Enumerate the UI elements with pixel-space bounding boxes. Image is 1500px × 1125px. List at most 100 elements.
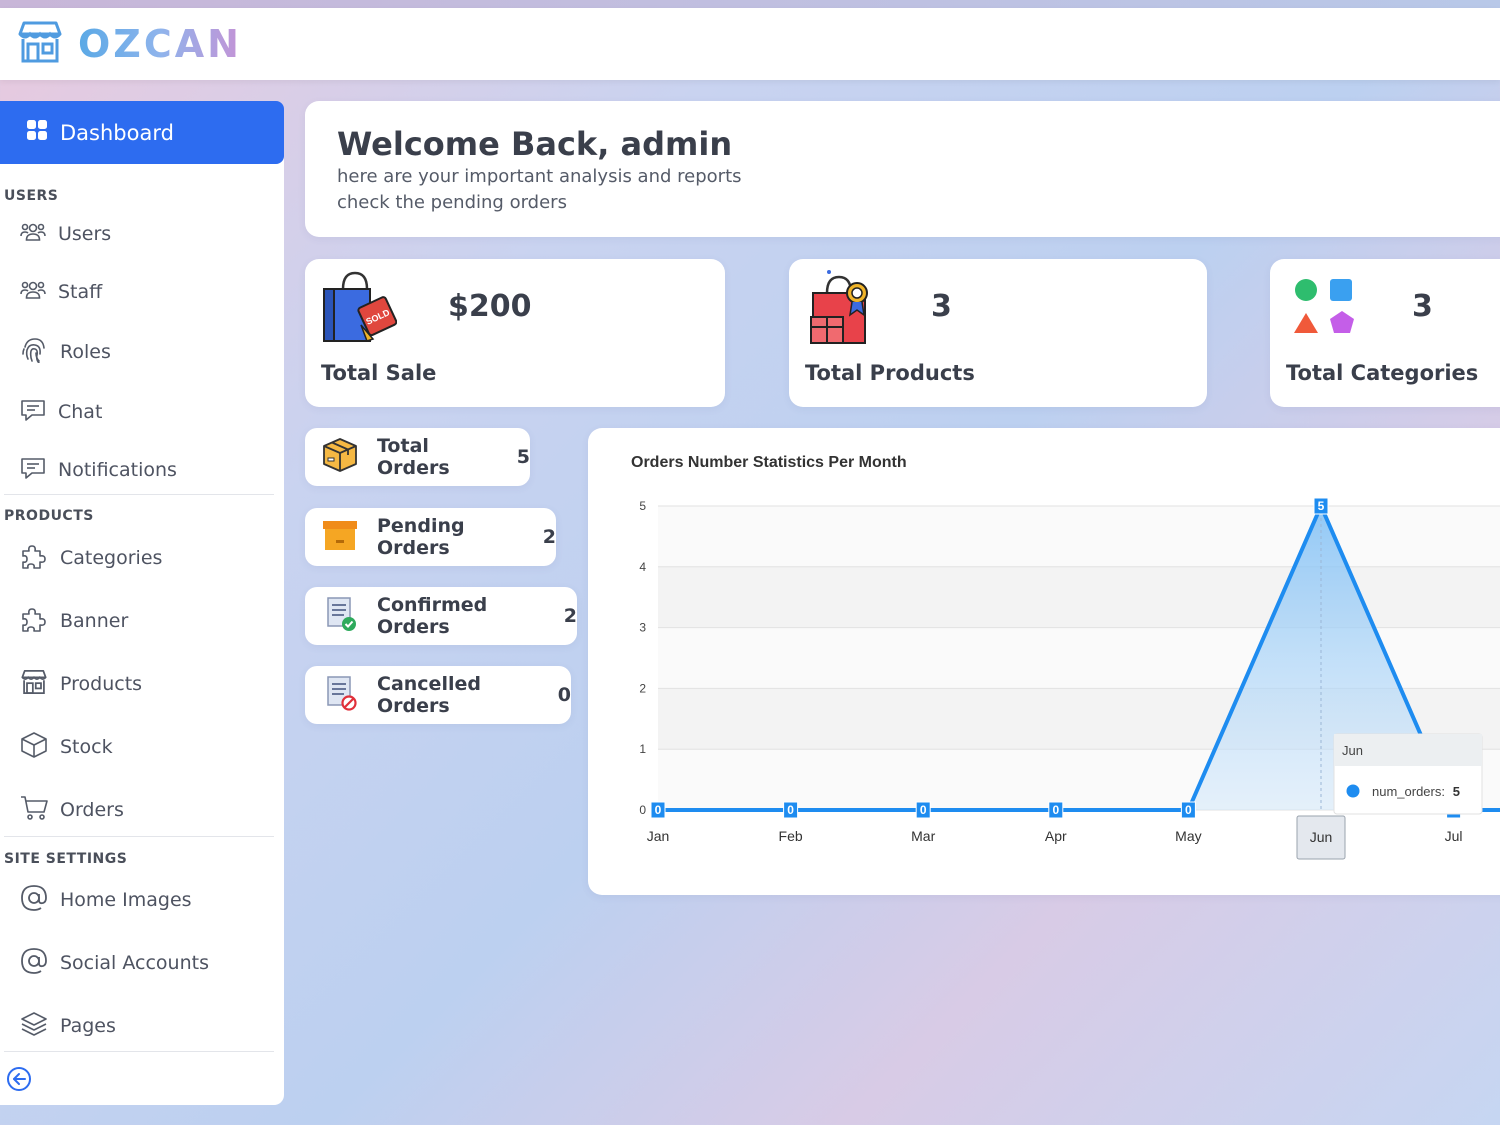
- top-header: OZCAN: [0, 8, 1500, 80]
- sidebar-item-staff[interactable]: Staff: [20, 277, 102, 307]
- x-tick-label: Jan: [647, 828, 670, 844]
- divider: [4, 1051, 274, 1052]
- data-label-box: [1313, 497, 1329, 515]
- section-title-products: PRODUCTS: [4, 508, 94, 524]
- list-check-icon: [321, 595, 359, 638]
- stat-card-total-categories[interactable]: 3 Total Categories: [1270, 259, 1500, 407]
- sidebar-item-stock[interactable]: Stock: [20, 731, 113, 764]
- section-title-site-settings: SITE SETTINGS: [4, 851, 128, 867]
- sidebar-item-home-images[interactable]: Home Images: [20, 884, 192, 915]
- gift-bag-icon: [807, 269, 877, 349]
- sidebar-item-categories[interactable]: Categories: [20, 543, 162, 573]
- order-label: Pending Orders: [377, 515, 465, 559]
- store-icon: [16, 20, 64, 68]
- x-tick-label: Jul: [1445, 828, 1463, 844]
- sidebar-item-label: Home Images: [60, 889, 192, 911]
- sidebar-item-users[interactable]: Users: [20, 219, 111, 249]
- divider: [4, 494, 274, 495]
- sidebar-item-notifications[interactable]: Notifications: [20, 455, 177, 485]
- sidebar-item-label: Roles: [60, 341, 111, 363]
- collapse-sidebar-button[interactable]: [6, 1066, 32, 1096]
- sidebar-item-label: Staff: [58, 281, 103, 303]
- order-pill-confirmed[interactable]: Confirmed Orders 2: [305, 587, 577, 645]
- order-label: Confirmed Orders: [377, 594, 488, 638]
- tooltip-marker: [1346, 784, 1360, 798]
- y-tick-label: 5: [639, 499, 646, 513]
- sidebar-item-label: Products: [60, 673, 143, 695]
- users-icon: [20, 221, 46, 248]
- y-tick-label: 1: [639, 742, 646, 756]
- sidebar-item-orders[interactable]: Orders: [20, 795, 124, 825]
- data-label-box: [1180, 801, 1196, 819]
- order-count: 2: [563, 605, 577, 627]
- x-tick-label: May: [1175, 828, 1201, 844]
- users-icon: [20, 279, 46, 306]
- brand-name: OZCAN: [78, 22, 242, 66]
- sidebar-item-roles[interactable]: Roles: [20, 337, 111, 367]
- y-tick-label: 4: [639, 560, 646, 574]
- data-label: 0: [1052, 803, 1059, 817]
- chat-icon: [20, 398, 46, 427]
- order-pill-pending[interactable]: Pending Orders 2: [305, 508, 556, 566]
- layers-icon: [20, 1010, 48, 1043]
- stat-value: $200: [448, 289, 532, 324]
- data-label-box: [915, 801, 931, 819]
- chart-title: Orders Number Statistics Per Month: [631, 454, 907, 471]
- sidebar-item-products[interactable]: Products: [20, 669, 142, 699]
- stat-label: Total Categories: [1286, 361, 1479, 385]
- sidebar-item-chat[interactable]: Chat: [20, 397, 102, 427]
- order-pill-total[interactable]: Total Orders 5: [305, 428, 530, 486]
- tooltip-value: 5: [1453, 784, 1460, 799]
- list-cancel-icon: [321, 674, 359, 717]
- box-icon: [20, 731, 48, 764]
- order-count: 0: [557, 684, 571, 706]
- sidebar-item-pages[interactable]: Pages: [20, 1011, 116, 1041]
- sidebar-item-social-accounts[interactable]: Social Accounts: [20, 947, 209, 978]
- data-label: 0: [787, 803, 794, 817]
- data-label: 5: [1318, 499, 1325, 513]
- sidebar-item-label: Pages: [60, 1015, 116, 1037]
- order-label: Total Orders: [377, 435, 450, 479]
- cart-icon: [20, 795, 48, 826]
- x-tick-label: Feb: [779, 828, 803, 844]
- welcome-title: Welcome Back, admin: [337, 125, 733, 163]
- box-pending-icon: [321, 516, 359, 559]
- puzzle-icon: [20, 605, 48, 638]
- y-tick-label: 0: [639, 803, 646, 817]
- grid-icon: [26, 119, 48, 146]
- puzzle-icon: [20, 542, 48, 575]
- sidebar-item-label: Banner: [60, 610, 129, 632]
- orders-chart: 0123450Jan0Feb0Mar0Apr0May5Jun0JulJunnum…: [639, 497, 1500, 860]
- tooltip-header: [1334, 734, 1482, 766]
- section-title-users: USERS: [4, 188, 59, 204]
- top-strip: [0, 0, 1500, 8]
- shapes-icon: [1292, 277, 1358, 341]
- y-tick-label: 3: [639, 621, 646, 635]
- y-tick-label: 2: [639, 681, 646, 695]
- x-tick-label: Mar: [911, 828, 935, 844]
- stat-label: Total Products: [805, 361, 975, 385]
- sidebar-item-banner[interactable]: Banner: [20, 606, 128, 636]
- sidebar-item-label: Chat: [58, 401, 103, 423]
- stat-label: Total Sale: [321, 361, 437, 385]
- x-highlight-box: [1296, 815, 1346, 860]
- stat-card-total-products[interactable]: 3 Total Products: [789, 259, 1207, 407]
- arrow-left-circle-icon: [6, 1067, 32, 1096]
- stat-card-total-sale[interactable]: SOLD $200 Total Sale: [305, 259, 725, 407]
- sidebar-item-dashboard[interactable]: Dashboard: [0, 101, 284, 164]
- brand[interactable]: OZCAN: [16, 20, 242, 68]
- sidebar-item-label: Notifications: [58, 459, 177, 481]
- fingerprint-icon: [20, 337, 48, 368]
- chat-icon: [20, 456, 46, 485]
- order-count: 2: [542, 526, 556, 548]
- stat-value: 3: [1412, 289, 1433, 324]
- tooltip-series: num_orders:: [1372, 784, 1445, 799]
- order-count: 5: [516, 446, 530, 468]
- sidebar-item-label: Categories: [60, 547, 163, 569]
- grid-band: [658, 566, 1500, 628]
- welcome-subtitle: here are your important analysis and rep…: [337, 166, 742, 187]
- order-pill-cancelled[interactable]: Cancelled Orders 0: [305, 666, 571, 724]
- welcome-note: check the pending orders: [337, 192, 567, 213]
- package-icon: [321, 436, 359, 479]
- x-tick-label: Apr: [1045, 828, 1067, 844]
